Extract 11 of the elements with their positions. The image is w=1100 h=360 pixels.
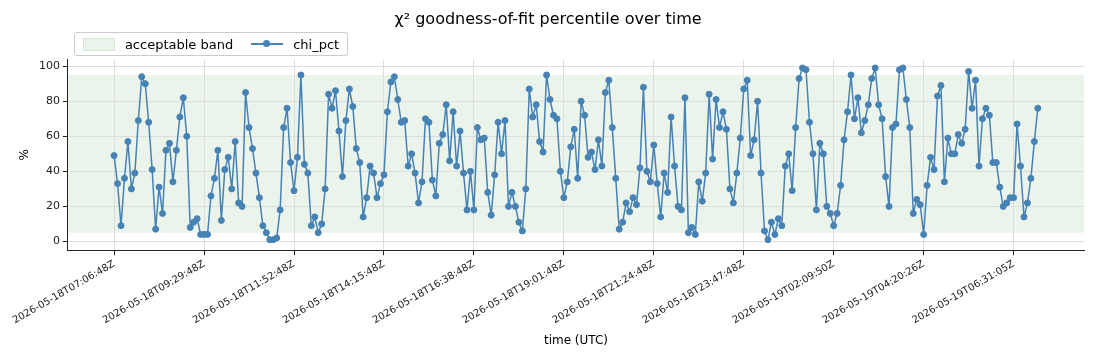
y-tick-label: 100 xyxy=(38,59,60,73)
y-tick-label: 40 xyxy=(45,164,60,178)
y-axis-title: % xyxy=(16,149,31,161)
y-tick-label: 60 xyxy=(45,129,60,143)
band-label: acceptable band xyxy=(124,36,234,52)
y-tick-label: 80 xyxy=(45,94,60,108)
y-tick-label: 20 xyxy=(45,199,60,213)
legend-label: chi_pct xyxy=(293,36,340,52)
x-axis-title: time (UTC) xyxy=(543,332,608,347)
y-tick-label: 0 xyxy=(52,234,60,248)
chart-title: χ² goodness-of-fit percentile over time xyxy=(394,8,702,28)
